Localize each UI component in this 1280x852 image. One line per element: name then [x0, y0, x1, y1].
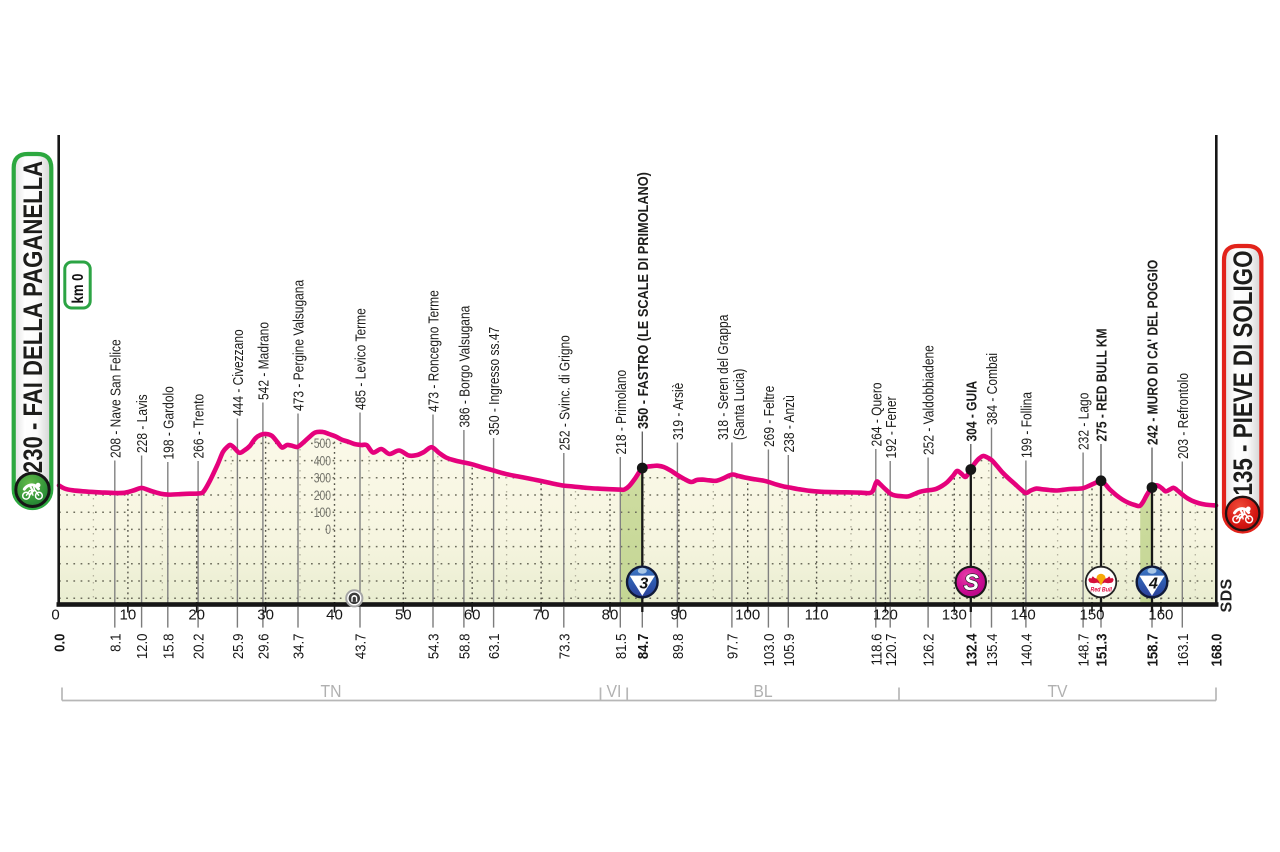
svg-text:140: 140 — [1011, 607, 1036, 624]
svg-text:54.3: 54.3 — [425, 633, 442, 659]
svg-text:151.3: 151.3 — [1093, 633, 1110, 666]
svg-text:0.0: 0.0 — [51, 633, 68, 651]
svg-text:192 - Fener: 192 - Fener — [883, 396, 900, 458]
svg-text:34.7: 34.7 — [290, 633, 307, 659]
svg-text:BL: BL — [753, 681, 772, 701]
svg-text:120.7: 120.7 — [882, 633, 899, 666]
svg-text:319 - Arsiè: 319 - Arsiè — [670, 383, 687, 440]
svg-text:0: 0 — [325, 522, 331, 538]
svg-text:135 - PIEVE DI SOLIGO: 135 - PIEVE DI SOLIGO — [1229, 251, 1258, 496]
svg-text:158.7: 158.7 — [1144, 633, 1161, 666]
svg-text:63.1: 63.1 — [485, 633, 502, 659]
svg-text:264 - Quero: 264 - Quero — [868, 382, 885, 446]
svg-text:126.2: 126.2 — [920, 633, 937, 666]
svg-text:89.8: 89.8 — [669, 633, 686, 659]
svg-text:8.1: 8.1 — [107, 633, 124, 651]
svg-text:100: 100 — [314, 505, 331, 521]
svg-text:105.9: 105.9 — [780, 633, 797, 666]
svg-text:150: 150 — [1079, 607, 1104, 624]
svg-text:50: 50 — [395, 607, 412, 624]
svg-text:43.7: 43.7 — [352, 633, 369, 659]
svg-text:140.4: 140.4 — [1018, 633, 1035, 666]
svg-text:130: 130 — [942, 607, 967, 624]
svg-text:444 - Civezzano: 444 - Civezzano — [230, 329, 247, 416]
svg-text:400: 400 — [314, 453, 331, 469]
svg-text:30: 30 — [257, 607, 274, 624]
svg-text:203 - Refrontolo: 203 - Refrontolo — [1175, 373, 1192, 459]
svg-text:103.0: 103.0 — [760, 633, 777, 666]
svg-text:120: 120 — [873, 607, 898, 624]
svg-text:232 - Lago: 232 - Lago — [1075, 393, 1092, 450]
svg-text:230 - FAI DELLA PAGANELLA: 230 - FAI DELLA PAGANELLA — [19, 161, 48, 473]
svg-text:350 - Ingresso ss.47: 350 - Ingresso ss.47 — [486, 327, 503, 436]
svg-text:80: 80 — [602, 607, 619, 624]
svg-text:485 - Levico Terme: 485 - Levico Terme — [352, 308, 369, 410]
svg-text:SDS: SDS — [1219, 578, 1236, 612]
svg-text:70: 70 — [533, 607, 550, 624]
svg-text:384 - Combai: 384 - Combai — [984, 353, 1001, 425]
svg-text:4: 4 — [1148, 576, 1158, 593]
svg-text:10: 10 — [120, 607, 137, 624]
svg-text:300: 300 — [314, 470, 331, 486]
svg-text:269 - Feltre: 269 - Feltre — [761, 386, 778, 447]
svg-text:97.7: 97.7 — [724, 633, 741, 659]
svg-text:TN: TN — [321, 681, 342, 701]
svg-text:20.2: 20.2 — [190, 633, 207, 659]
svg-text:238 - Anzù: 238 - Anzù — [781, 395, 798, 452]
svg-text:252 - Svinc. di Grigno: 252 - Svinc. di Grigno — [556, 335, 573, 450]
svg-text:km 0: km 0 — [70, 273, 87, 303]
svg-text:81.5: 81.5 — [612, 633, 629, 659]
svg-text:VI: VI — [606, 681, 621, 701]
svg-text:218 - Primolano: 218 - Primolano — [613, 370, 630, 455]
svg-text:199 - Follina: 199 - Follina — [1018, 392, 1035, 458]
svg-text:266 - Trento: 266 - Trento — [190, 394, 207, 459]
svg-text:S: S — [964, 569, 980, 595]
svg-text:0: 0 — [51, 607, 59, 624]
svg-text:100: 100 — [735, 607, 760, 624]
svg-text:118.6: 118.6 — [868, 633, 885, 665]
svg-text:200: 200 — [314, 487, 331, 503]
svg-text:168.0: 168.0 — [1208, 633, 1225, 666]
svg-text:29.6: 29.6 — [255, 633, 272, 659]
svg-text:542 - Madrano: 542 - Madrano — [255, 322, 272, 400]
svg-text:12.0: 12.0 — [133, 633, 150, 659]
svg-text:60: 60 — [464, 607, 481, 624]
svg-text:90: 90 — [670, 607, 687, 624]
svg-text:25.9: 25.9 — [229, 633, 246, 659]
svg-text:110: 110 — [805, 607, 829, 624]
svg-text:473 - Roncegno Terme: 473 - Roncegno Terme — [425, 290, 442, 412]
svg-text:473 - Pergine Valsugana: 473 - Pergine Valsugana — [290, 279, 307, 411]
svg-text:208 - Nave San Felice: 208 - Nave San Felice — [107, 339, 124, 458]
svg-text:73.3: 73.3 — [556, 633, 573, 659]
svg-text:135.4: 135.4 — [983, 633, 1000, 666]
svg-text:132.4: 132.4 — [963, 633, 980, 666]
svg-text:500: 500 — [314, 436, 331, 452]
svg-text:275 - RED BULL KM: 275 - RED BULL KM — [1093, 328, 1110, 441]
svg-text:242 - MURO DI CA' DEL POGGIO: 242 - MURO DI CA' DEL POGGIO — [1144, 260, 1161, 445]
svg-text:(Santa Lucia): (Santa Lucia) — [731, 369, 748, 440]
svg-text:252 - Valdobbiadene: 252 - Valdobbiadene — [920, 345, 937, 455]
svg-text:15.8: 15.8 — [160, 633, 177, 659]
svg-text:386 - Borgo Valsugana: 386 - Borgo Valsugana — [456, 305, 473, 427]
svg-text:20: 20 — [188, 607, 205, 624]
svg-text:318 - Seren del Grappa: 318 - Seren del Grappa — [715, 314, 732, 440]
svg-text:228 - Lavis: 228 - Lavis — [134, 394, 151, 453]
svg-text:160: 160 — [1148, 607, 1173, 624]
svg-text:304 - GUIA: 304 - GUIA — [963, 381, 980, 442]
svg-text:84.7: 84.7 — [634, 633, 651, 659]
svg-text:Red Bull: Red Bull — [1091, 587, 1113, 593]
svg-text:198 - Gardolo: 198 - Gardolo — [160, 386, 177, 459]
svg-text:163.1: 163.1 — [1174, 633, 1191, 666]
svg-text:40: 40 — [326, 607, 343, 624]
svg-text:3: 3 — [639, 576, 648, 593]
svg-text:148.7: 148.7 — [1075, 633, 1092, 666]
svg-text:350 - FASTRO (LE SCALE DI PRIM: 350 - FASTRO (LE SCALE DI PRIMOLANO) — [634, 172, 651, 429]
svg-text:TV: TV — [1047, 681, 1068, 701]
svg-text:58.8: 58.8 — [456, 633, 473, 659]
